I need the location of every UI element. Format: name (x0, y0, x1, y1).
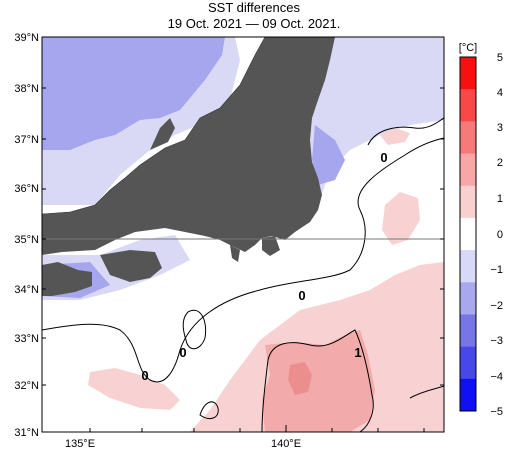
contour-label: 0 (179, 345, 186, 360)
contour-zero-east (409, 385, 444, 399)
colorbar-cell (460, 217, 476, 251)
lat-label: 37°N (14, 134, 39, 146)
land-noto-peninsula (150, 118, 175, 150)
contour-label: 1 (354, 345, 361, 360)
colorbar-cell (460, 153, 476, 187)
land-izu-peninsula (230, 245, 240, 262)
lat-label: 32°N (14, 380, 39, 392)
latitude-axis: 39°N 38°N 37°N 36°N 35°N 34°N 33°N 32°N … (14, 32, 39, 439)
land-kii-peninsula (100, 250, 162, 282)
cool-anomaly-core-northwest (42, 37, 225, 150)
colorbar-tick-label: 5 (497, 52, 503, 64)
contour-label: 0 (380, 150, 387, 165)
colorbar-tick-label: 2 (497, 157, 503, 169)
lon-label: 135°E (65, 438, 95, 450)
map-frame (41, 36, 445, 433)
contour-zero-northeast (367, 117, 444, 146)
contour-label: 0 (141, 368, 148, 383)
colorbar-tick-label: 1 (497, 193, 503, 205)
lat-label: 33°N (14, 333, 39, 345)
colorbar-cell (460, 57, 476, 90)
lat-label: 34°N (14, 284, 39, 296)
land-honshu (42, 37, 335, 255)
contour-zero-loop-south (199, 401, 219, 419)
land-shikoku (42, 262, 92, 296)
contour-zero-main (42, 137, 444, 383)
colorbar-cells (460, 57, 476, 412)
colorbar-tick-label: −5 (490, 406, 503, 418)
warm-anomaly-region-southwest (88, 368, 180, 410)
colorbar-cell (460, 378, 476, 412)
colorbar-tick-label: 0 (497, 229, 503, 241)
warm-anomaly-core-south (262, 330, 375, 432)
contour-label-group: 0 0 0 0 1 (141, 150, 387, 383)
colorbar-tick-label: −2 (490, 300, 503, 312)
contour-zero-loop-west (182, 309, 207, 350)
lat-label: 31°N (14, 427, 39, 439)
colorbar-frame (459, 56, 477, 412)
warm-anomaly-region-northeast-offshore (380, 128, 410, 145)
colorbar: [°C] 5 4 3 2 1 0 −1 −2 −3 −4 −5 (459, 42, 503, 418)
cool-anomaly-region-northeast (300, 37, 444, 215)
colorbar-cell (460, 250, 476, 283)
colorbar-tick-label: −4 (490, 371, 503, 383)
warm-anomaly-region-east (382, 192, 420, 245)
sst-anomaly-field (42, 37, 444, 432)
colorbar-cell (460, 314, 476, 348)
colorbar-tick-label: −1 (490, 264, 503, 276)
lat-label: 38°N (14, 83, 39, 95)
contour-label: 0 (298, 288, 305, 303)
land-boso-peninsula (262, 236, 280, 256)
contour-lines (42, 117, 444, 432)
lon-label: 140°E (271, 438, 301, 450)
colorbar-cell (460, 121, 476, 155)
colorbar-tick-label: −3 (490, 335, 503, 347)
colorbar-cell (460, 89, 476, 122)
colorbar-cell (460, 185, 476, 219)
colorbar-ticks: 5 4 3 2 1 0 −1 −2 −3 −4 −5 (490, 52, 503, 418)
contour-one-south (261, 329, 374, 432)
colorbar-unit: [°C] (459, 42, 477, 54)
lat-label: 35°N (14, 234, 39, 246)
colorbar-cell (460, 346, 476, 380)
cool-anomaly-core-tohoku (312, 125, 345, 185)
longitude-ticks (89, 425, 425, 432)
lat-label: 39°N (14, 32, 39, 44)
colorbar-tick-label: 3 (497, 122, 503, 134)
colorbar-cell (460, 282, 476, 315)
map-period: 19 Oct. 2021 — 09 Oct. 2021. (167, 16, 341, 31)
longitude-axis: 135°E 140°E (65, 438, 301, 450)
warm-anomaly-peak (288, 362, 312, 395)
colorbar-tick-label: 4 (497, 87, 503, 99)
lat-label: 36°N (14, 183, 39, 195)
latitude-ticks (42, 87, 444, 386)
map-title: SST differences (207, 0, 300, 15)
coastline (42, 37, 266, 215)
